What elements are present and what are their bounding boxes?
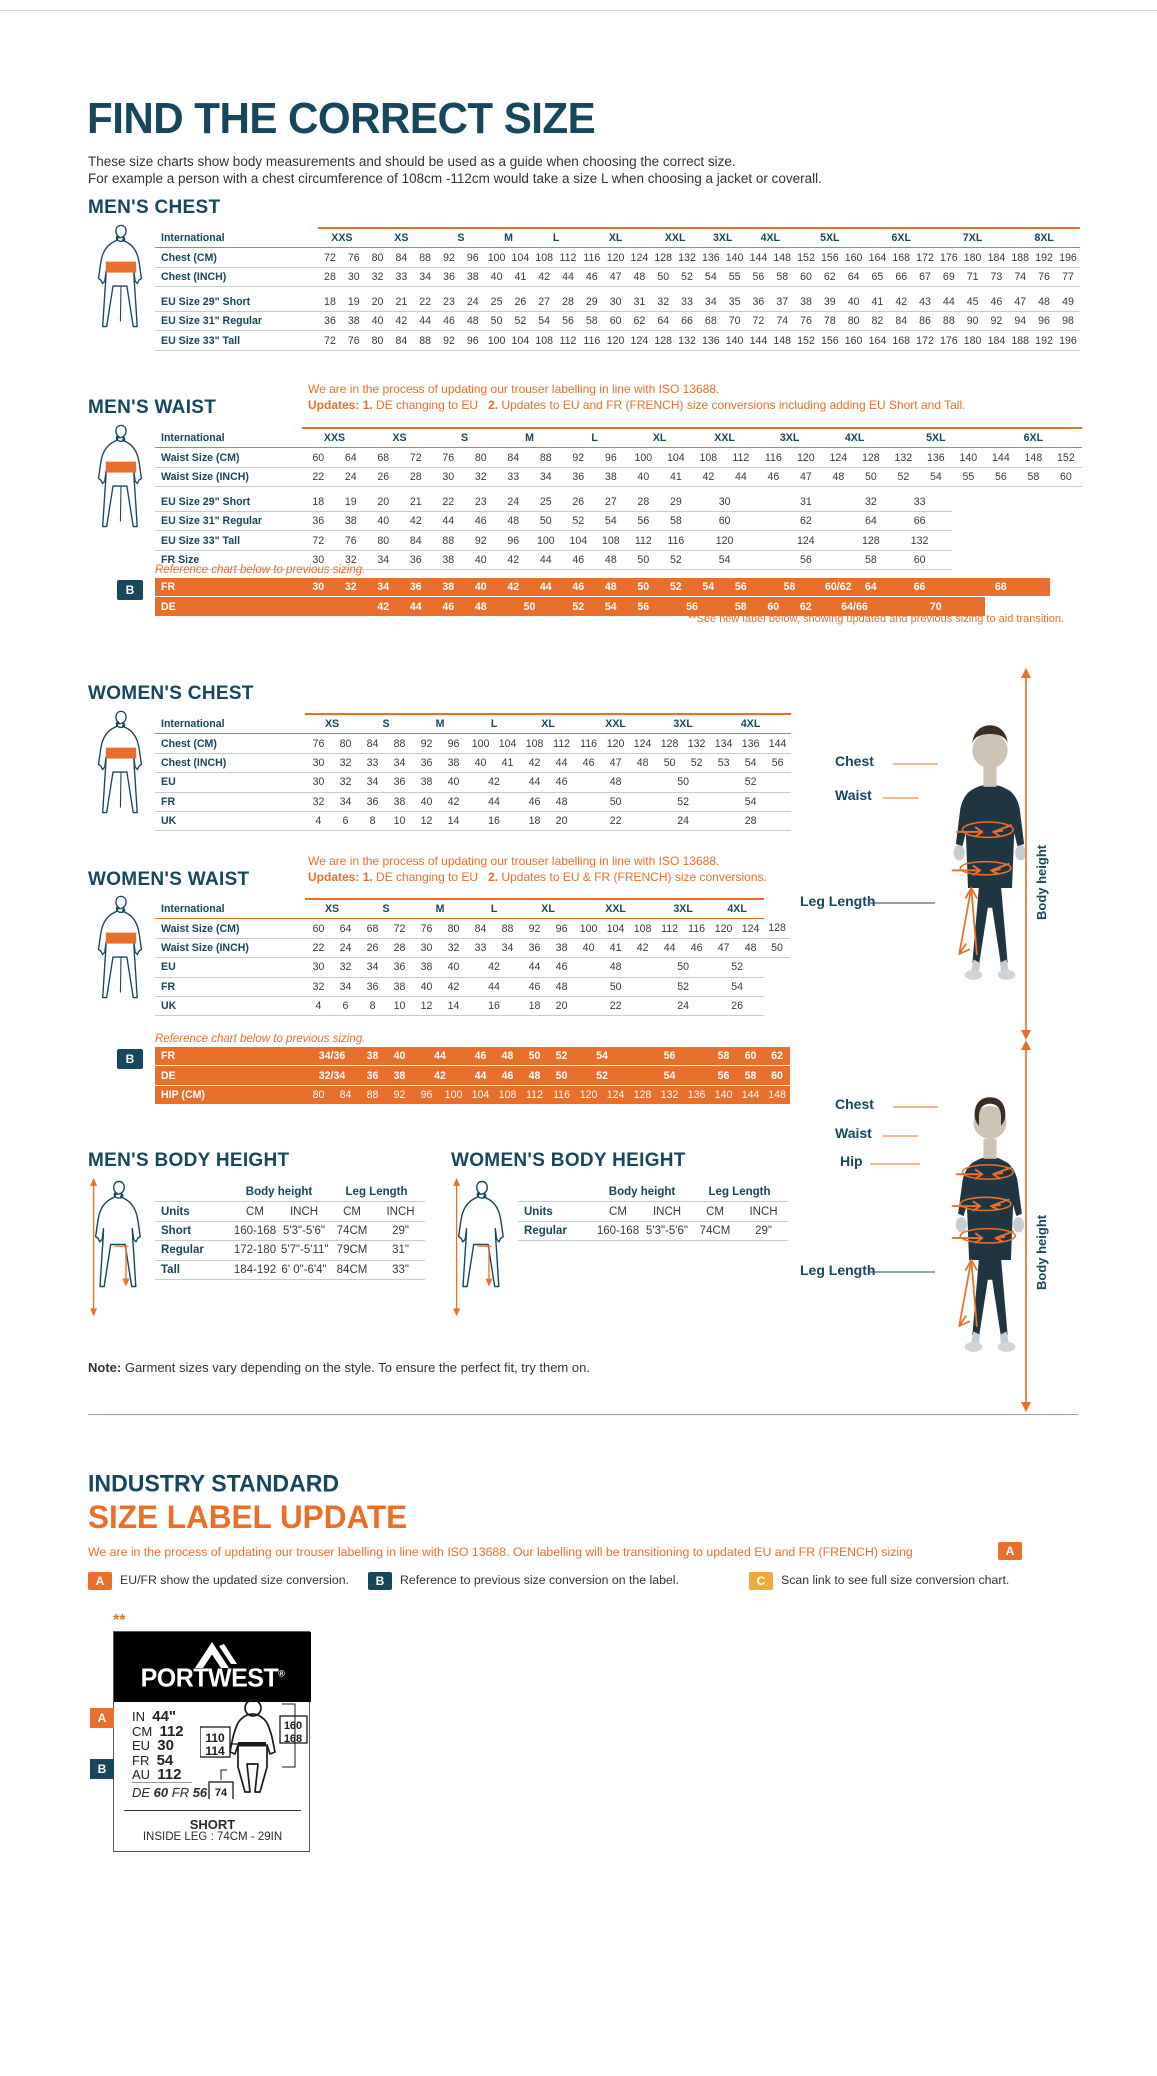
svg-text:168: 168 <box>284 1733 302 1745</box>
svg-text:114: 114 <box>205 1744 225 1758</box>
svg-text:160: 160 <box>284 1720 302 1732</box>
svg-text:74: 74 <box>215 1787 228 1799</box>
svg-text:110: 110 <box>205 1731 225 1745</box>
